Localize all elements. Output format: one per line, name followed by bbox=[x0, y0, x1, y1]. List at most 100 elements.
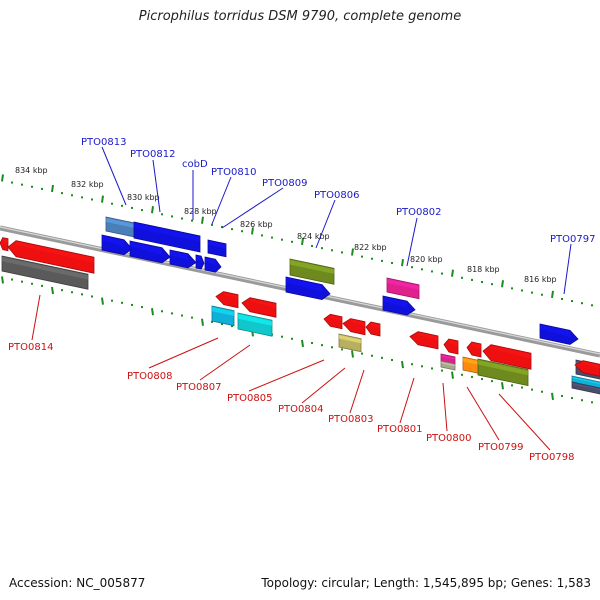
outer-scale-ticks bbox=[1, 174, 593, 307]
gene-arrow-highlight bbox=[448, 340, 458, 346]
gene-arrow-highlight bbox=[2, 238, 8, 243]
gene-arrow-highlight bbox=[250, 298, 276, 309]
gene-arrow-highlight bbox=[572, 383, 600, 391]
major-tick bbox=[51, 184, 54, 193]
gene-arrow-highlight bbox=[441, 362, 455, 367]
leader-line bbox=[211, 176, 232, 225]
gene-arrow-highlight bbox=[540, 325, 570, 337]
scale-label: 816 kbp bbox=[524, 275, 557, 284]
scale-label: 818 kbp bbox=[467, 265, 500, 274]
major-tick bbox=[501, 280, 504, 288]
scale-label: 828 kbp bbox=[184, 207, 217, 216]
major-tick bbox=[351, 350, 354, 358]
gene-arrow-highlight bbox=[2, 257, 88, 280]
leader-line bbox=[101, 146, 127, 206]
gene-arrow-highlight bbox=[370, 323, 380, 329]
gene-arrow-highlight bbox=[478, 360, 528, 376]
leader-line bbox=[563, 243, 572, 295]
gene-arrow-highlight bbox=[106, 218, 136, 229]
gene-label: cobD bbox=[182, 159, 208, 170]
major-tick bbox=[301, 237, 304, 246]
gene-label: PTO0802 bbox=[396, 207, 441, 218]
gene-label: PTO0801 bbox=[377, 424, 422, 435]
inner-scale-ticks bbox=[1, 276, 593, 404]
gene-arrow-highlight bbox=[16, 241, 94, 263]
scale-label: 832 kbp bbox=[71, 180, 104, 189]
major-tick bbox=[351, 248, 354, 256]
leader-line bbox=[349, 369, 365, 414]
gene-arrow-highlight bbox=[491, 345, 531, 359]
leader-line bbox=[199, 344, 251, 381]
gene-arrow-highlight bbox=[205, 258, 216, 265]
gene-arrow-highlight bbox=[134, 223, 200, 242]
gene-label: PTO0799 bbox=[478, 442, 523, 453]
scale-label: 834 kbp bbox=[15, 166, 48, 175]
forward-gene-labels: PTO0813 PTO0812 cobD PTO0810 PTO0809 PTO… bbox=[81, 137, 595, 245]
major-tick bbox=[151, 308, 154, 316]
gene-label: PTO0797 bbox=[550, 234, 595, 245]
label-leaders bbox=[31, 146, 572, 451]
leader-line bbox=[442, 382, 448, 432]
major-tick bbox=[151, 206, 154, 214]
scale-label: 820 kbp bbox=[410, 255, 443, 264]
gene-arrow-highlight bbox=[238, 314, 272, 326]
leader-line bbox=[152, 159, 161, 213]
gene-arrow-highlight bbox=[463, 358, 479, 365]
leader-line bbox=[399, 377, 415, 424]
gene-arrow-highlight bbox=[102, 236, 124, 247]
major-tick bbox=[1, 276, 4, 284]
major-tick bbox=[251, 227, 254, 235]
gene-arrow-highlight bbox=[290, 260, 334, 274]
scale-label: 822 kbp bbox=[354, 243, 387, 252]
major-tick bbox=[301, 339, 304, 348]
major-tick bbox=[101, 297, 104, 305]
gene-arrow-highlight bbox=[286, 278, 322, 292]
scale-label: 824 kbp bbox=[297, 232, 330, 241]
leader-line bbox=[315, 199, 336, 249]
major-tick bbox=[1, 174, 4, 182]
gene-arrow-highlight bbox=[583, 361, 600, 369]
gene-arrow bbox=[482, 344, 532, 370]
leader-line bbox=[466, 386, 500, 441]
major-tick bbox=[551, 290, 554, 298]
gene-arrow-highlight bbox=[223, 292, 238, 300]
leader-line bbox=[221, 187, 284, 229]
gene-arrow-highlight bbox=[170, 251, 188, 261]
gene-arrow-highlight bbox=[471, 343, 481, 349]
gene-arrow-highlight bbox=[572, 377, 600, 385]
gene-features bbox=[0, 216, 600, 395]
major-tick bbox=[401, 258, 404, 267]
major-tick bbox=[451, 269, 454, 277]
major-tick bbox=[201, 318, 204, 326]
gene-arrow-highlight bbox=[441, 355, 455, 360]
gene-label: PTO0813 bbox=[81, 137, 126, 148]
gene-label: PTO0806 bbox=[314, 190, 359, 201]
major-tick bbox=[51, 286, 54, 295]
leader-line bbox=[248, 359, 325, 392]
gene-label: PTO0808 bbox=[127, 371, 172, 382]
gene-arrow-highlight bbox=[212, 307, 234, 316]
gene-label: PTO0812 bbox=[130, 149, 175, 160]
major-tick bbox=[401, 360, 404, 369]
gene-arrow-highlight bbox=[339, 335, 361, 344]
reverse-gene-labels: PTO0814 PTO0808 PTO0807 PTO0805 PTO0804 … bbox=[8, 342, 574, 463]
gene-arrow-highlight bbox=[350, 319, 365, 327]
gene-label: PTO0805 bbox=[227, 393, 272, 404]
gene-arrow bbox=[7, 240, 95, 274]
leader-line bbox=[148, 337, 219, 369]
gene-label: PTO0807 bbox=[176, 382, 221, 393]
leader-line bbox=[406, 217, 418, 267]
major-tick bbox=[501, 382, 504, 390]
scale-label: 830 kbp bbox=[127, 193, 160, 202]
map-title: Picrophilus torridus DSM 9790, complete … bbox=[138, 9, 462, 24]
accession-text: Accession: NC_005877 bbox=[9, 576, 146, 590]
leader-line bbox=[498, 393, 551, 451]
leader-line bbox=[301, 367, 346, 404]
scale-labels: 834 kbp 832 kbp 830 kbp 828 kbp 826 kbp … bbox=[15, 166, 557, 284]
gene-label: PTO0810 bbox=[211, 167, 256, 178]
gene-arrow-highlight bbox=[387, 279, 419, 290]
gene-label: PTO0809 bbox=[262, 178, 307, 189]
leader-line bbox=[31, 294, 41, 341]
gene-label: PTO0803 bbox=[328, 414, 373, 425]
gene-arrow-highlight bbox=[196, 256, 202, 262]
